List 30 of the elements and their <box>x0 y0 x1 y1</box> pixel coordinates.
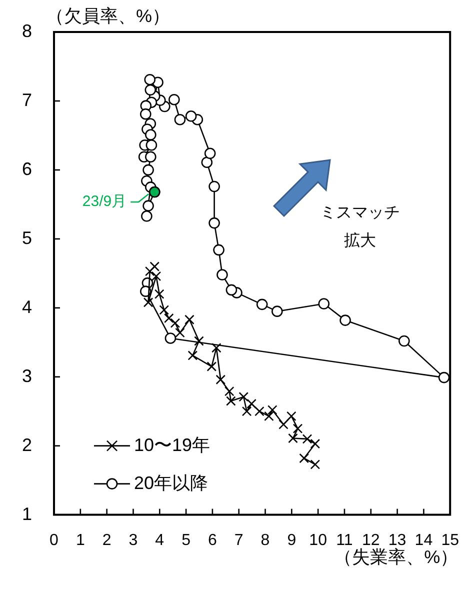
y-tick-label: 5 <box>22 228 32 248</box>
y-axis-title: （欠員率、%） <box>46 6 170 26</box>
x-tick-label: 14 <box>414 532 433 549</box>
annotation: ミスマッチ拡大 <box>320 204 400 250</box>
x-tick-label: 15 <box>441 532 460 549</box>
x-tick-label: 1 <box>76 532 85 549</box>
annotation: 23/9月 <box>82 193 127 210</box>
x-axis-title: （失業率、%） <box>334 546 458 567</box>
y-tick-label: 3 <box>22 366 32 386</box>
x-tick-label: 12 <box>362 532 380 549</box>
y-tick-label: 7 <box>22 90 32 110</box>
x-tick-label: 7 <box>234 532 244 549</box>
x-tick-label: 4 <box>155 532 164 549</box>
x-tick-label: 5 <box>182 532 191 549</box>
y-tick-label: 8 <box>22 20 32 41</box>
legend-label: 10〜19年 <box>134 434 210 455</box>
x-tick-label: 11 <box>336 532 353 549</box>
x-tick-label: 8 <box>260 532 270 549</box>
y-tick-label: 6 <box>22 158 32 179</box>
y-tick-label: 4 <box>22 296 32 317</box>
legend-label: 20年以降 <box>134 472 208 493</box>
x-tick-label: 9 <box>287 532 296 549</box>
y-tick-label: 1 <box>22 504 32 524</box>
x-tick-label: 10 <box>309 532 328 549</box>
x-tick-label: 6 <box>208 532 217 549</box>
x-tick-label: 2 <box>102 532 112 549</box>
x-tick-label: 0 <box>50 532 59 549</box>
x-tick-label: 3 <box>128 532 138 549</box>
y-tick-label: 2 <box>22 434 32 455</box>
x-tick-label: 13 <box>388 532 406 549</box>
